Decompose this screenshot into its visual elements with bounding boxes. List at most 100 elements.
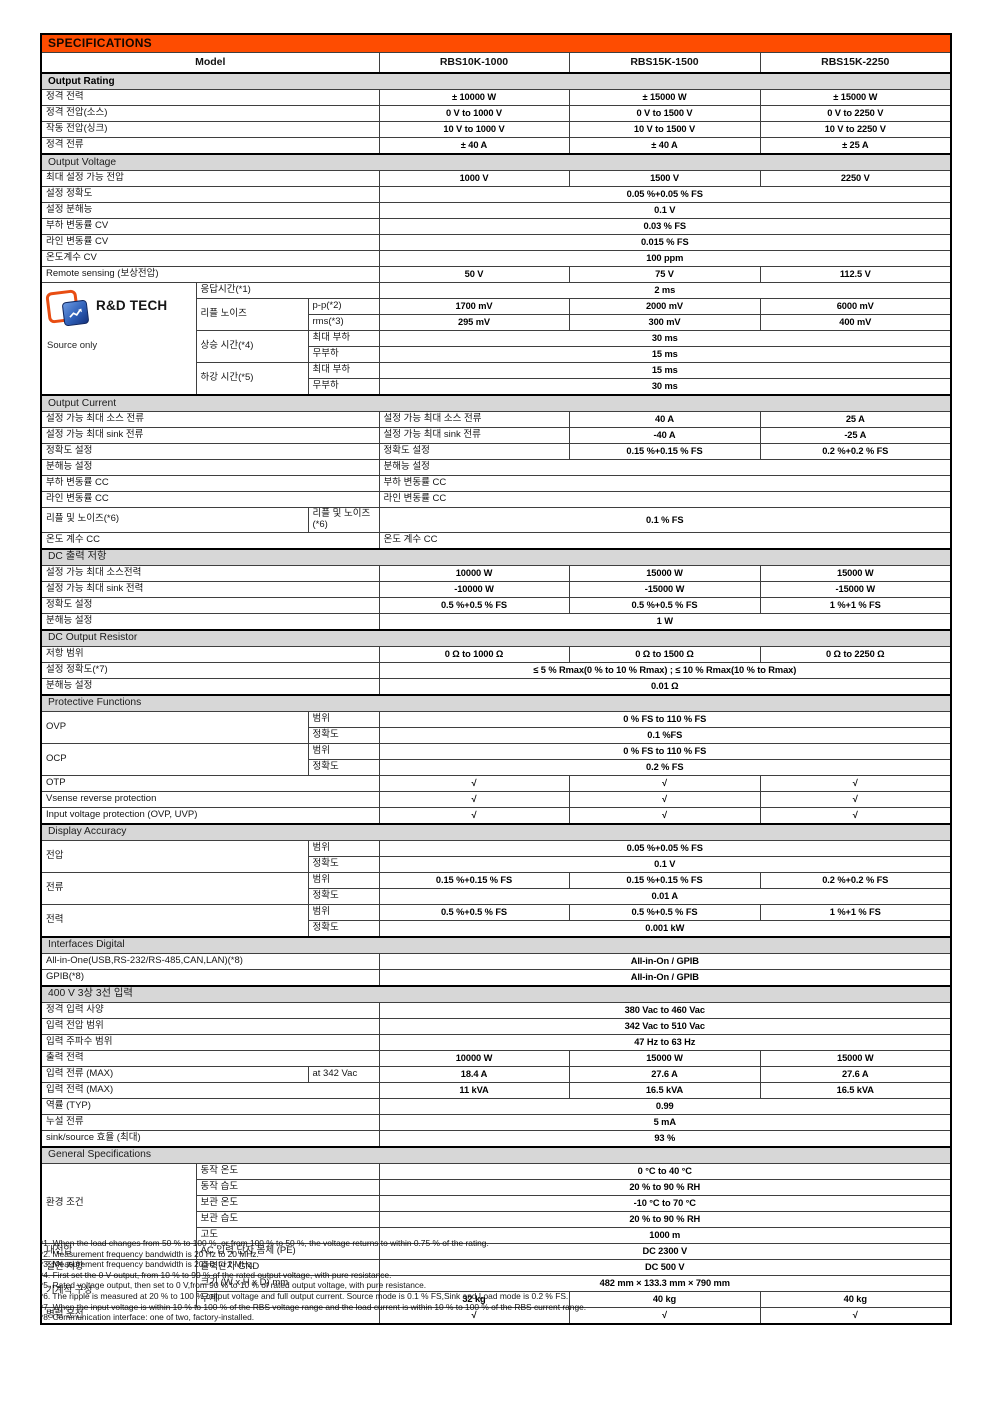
row-label: 보관 습도 <box>195 1210 380 1228</box>
row-label: 라인 변동률 CV <box>40 234 380 251</box>
spec-value: 2 ms <box>378 282 952 299</box>
row-label: 리플 노이즈 <box>195 298 309 331</box>
row-label: 무부하 <box>307 378 380 396</box>
spec-value: -40 A <box>568 427 761 444</box>
row-label: 리플 및 노이즈(*6) <box>40 507 309 533</box>
spec-value: 0.99 <box>378 1097 952 1115</box>
spec-value: 0.1 %FS <box>378 726 952 744</box>
row-label: 설정 분해능 <box>40 202 380 219</box>
section-header: Output Voltage <box>40 153 952 171</box>
footnote-line: *7. When the input voltage is within 10 … <box>40 1301 587 1312</box>
row-label: 입력 전력 (MAX) <box>40 1081 380 1099</box>
row-label: 입력 전압 범위 <box>40 1017 380 1035</box>
spec-value: 27.6 A <box>759 1065 952 1083</box>
spec-value: 0 V to 2250 V <box>759 105 952 122</box>
section-header: Output Current <box>40 394 952 412</box>
spec-value: 0.15 %+0.15 % FS <box>568 871 761 889</box>
spec-value: 0 °C to 40 °C <box>378 1162 952 1180</box>
spec-value: 20 % to 90 % RH <box>378 1178 952 1196</box>
spec-value: -10000 W <box>378 580 570 598</box>
row-label: 입력 주파수 범위 <box>40 1033 380 1051</box>
row-label: 기계적 구성 <box>40 1274 197 1308</box>
row-label: 정격 전압(소스) <box>40 105 380 122</box>
spec-value: -25 A <box>759 427 952 444</box>
spec-value: 0.5 %+0.5 % FS <box>568 903 761 921</box>
row-label: 분해능 설정 <box>40 459 380 476</box>
row-label: OTP <box>40 774 380 792</box>
spec-value: √ <box>568 806 761 825</box>
row-label: 전압 <box>40 839 309 873</box>
row-label: p-p(*2) <box>307 298 380 315</box>
footnote-line: *8. Communication interface: one of two,… <box>40 1312 255 1323</box>
spec-value: 40 kg <box>568 1290 761 1308</box>
model-header: Model <box>40 52 380 74</box>
footnote-line: *6. The ripple is measured at 20 % to 10… <box>40 1290 569 1301</box>
row-label: 부하 변동률 CV <box>40 218 380 235</box>
spec-value: 0.05 %+0.05 % FS <box>378 186 952 203</box>
row-label: 최대 설정 가능 전압 <box>40 170 380 187</box>
section-header: Protective Functions <box>40 693 952 712</box>
row-label: 동작 온도 <box>195 1162 380 1180</box>
spec-value: 2250 V <box>759 170 952 187</box>
row-label: 정확도 <box>307 887 380 905</box>
row-label: 환경 조건 <box>40 1162 197 1244</box>
spec-value: 1 W <box>378 612 952 631</box>
spec-value: 5 mA <box>378 1113 952 1131</box>
row-label: 응답시간(*1) <box>195 282 380 299</box>
row-label: 설정 가능 최대 소스 전류 <box>40 411 380 428</box>
spec-value: 295 mV <box>378 314 570 331</box>
spec-value: ± 10000 W <box>378 89 570 106</box>
spec-value: √ <box>378 1306 570 1325</box>
row-label: 정격 전력 <box>40 89 380 106</box>
row-label: 저항 범위 <box>40 645 380 663</box>
section-header: DC Output Resistor <box>40 628 952 647</box>
spec-value: 15000 W <box>568 1049 761 1067</box>
row-label: Input voltage protection (OVP, UVP) <box>40 806 380 825</box>
spec-value: 0 V to 1000 V <box>378 105 570 122</box>
section-header: Interfaces Digital <box>40 935 952 954</box>
row-label: 범위 <box>307 903 380 921</box>
spec-value: 10 V to 1500 V <box>568 121 761 138</box>
spec-value: 16.5 kVA <box>759 1081 952 1099</box>
row-label: 작동 전압(싱크) <box>40 121 380 138</box>
row-label: 라인 변동률 CC <box>40 491 380 508</box>
row-label: 설정 가능 최대 sink 전력 <box>40 580 380 598</box>
row-label: 온도 계수 CC <box>378 531 952 550</box>
row-label: 정격 전류 <box>40 137 380 155</box>
row-label: 설정 가능 최대 소스 전류 <box>378 411 570 428</box>
spec-value: 75 V <box>568 266 761 283</box>
spec-value: -15000 W <box>759 580 952 598</box>
spec-value: 0.2 %+0.2 % FS <box>759 443 952 460</box>
spec-value: 0 Ω to 1000 Ω <box>378 645 570 663</box>
spec-value: 15000 W <box>759 564 952 582</box>
row-label: 범위 <box>307 710 380 728</box>
spec-value: √ <box>378 806 570 825</box>
spec-value: 50 V <box>378 266 570 283</box>
row-label: 분해능 설정 <box>40 612 380 631</box>
spec-value: 0 % FS to 110 % FS <box>378 742 952 760</box>
spec-value: 0 Ω to 2250 Ω <box>759 645 952 663</box>
footnote-line: *4. First set the 0 V output, from 10 % … <box>40 1269 392 1280</box>
row-label: 정확도 설정 <box>378 443 570 460</box>
row-label: 정확도 <box>307 758 380 776</box>
row-label: 설정 가능 최대 sink 전류 <box>40 427 380 444</box>
spec-value: 0 Ω to 1500 Ω <box>568 645 761 663</box>
row-label: 역률 (TYP) <box>40 1097 380 1115</box>
row-label: 보관 온도 <box>195 1194 380 1212</box>
row-label: 설정 가능 최대 sink 전류 <box>378 427 570 444</box>
spec-value: 0.15 %+0.15 % FS <box>568 443 761 460</box>
chart-arrow-icon <box>69 307 82 318</box>
spec-value: 1500 V <box>568 170 761 187</box>
spec-value: 40 kg <box>759 1290 952 1308</box>
row-label: OCP <box>40 742 309 776</box>
row-label: Vsense reverse protection <box>40 790 380 808</box>
spec-value: 0.05 %+0.05 % FS <box>378 839 952 857</box>
spec-value: 1 %+1 % FS <box>759 903 952 921</box>
spec-value: 380 Vac to 460 Vac <box>378 1001 952 1019</box>
row-label: 라인 변동률 CC <box>378 491 952 508</box>
model-header: RBS15K-1500 <box>568 52 761 74</box>
spec-value: √ <box>568 1306 761 1325</box>
spec-value: 0.2 %+0.2 % FS <box>759 871 952 889</box>
spec-value: 10 V to 1000 V <box>378 121 570 138</box>
row-label: 부하 변동률 CC <box>40 475 380 492</box>
